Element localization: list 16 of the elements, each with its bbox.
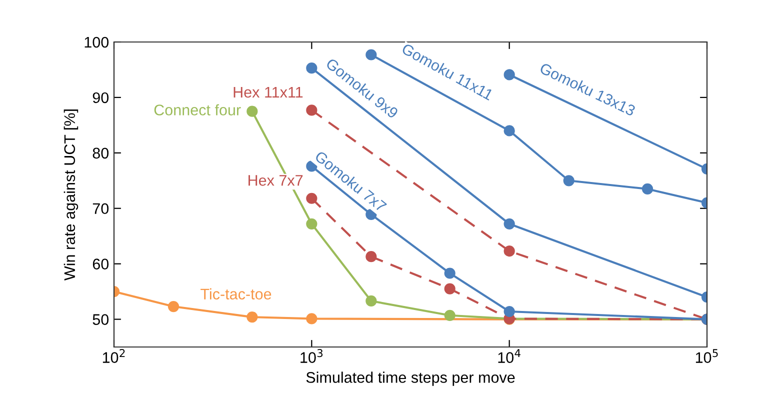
- y-tick-label: 80: [92, 148, 109, 159]
- y-tick-label: 90: [92, 92, 109, 104]
- x-tick-label: 10$^{4}$: [498, 349, 520, 363]
- y-tick-label: 60: [92, 258, 109, 270]
- y-tick-label: 100: [84, 36, 109, 48]
- x-tick-label: 10$^{3}$: [300, 349, 323, 363]
- series-label: Tic-tac-toe: [200, 288, 272, 300]
- x-tick-label: 10$^{2}$: [102, 349, 125, 363]
- x-axis-title: Simulated time steps per move: [306, 372, 515, 386]
- series-label: Connect four: [154, 104, 241, 116]
- y-axis-title: Win rate against UCT [%]: [64, 110, 78, 280]
- x-tick-label: 10$^{5}$: [696, 349, 718, 363]
- series-label: Hex 11x11: [234, 86, 303, 98]
- series-label: Hex 7x7: [248, 175, 303, 186]
- y-tick-label: 70: [92, 203, 109, 214]
- y-tick-label: 50: [92, 314, 109, 325]
